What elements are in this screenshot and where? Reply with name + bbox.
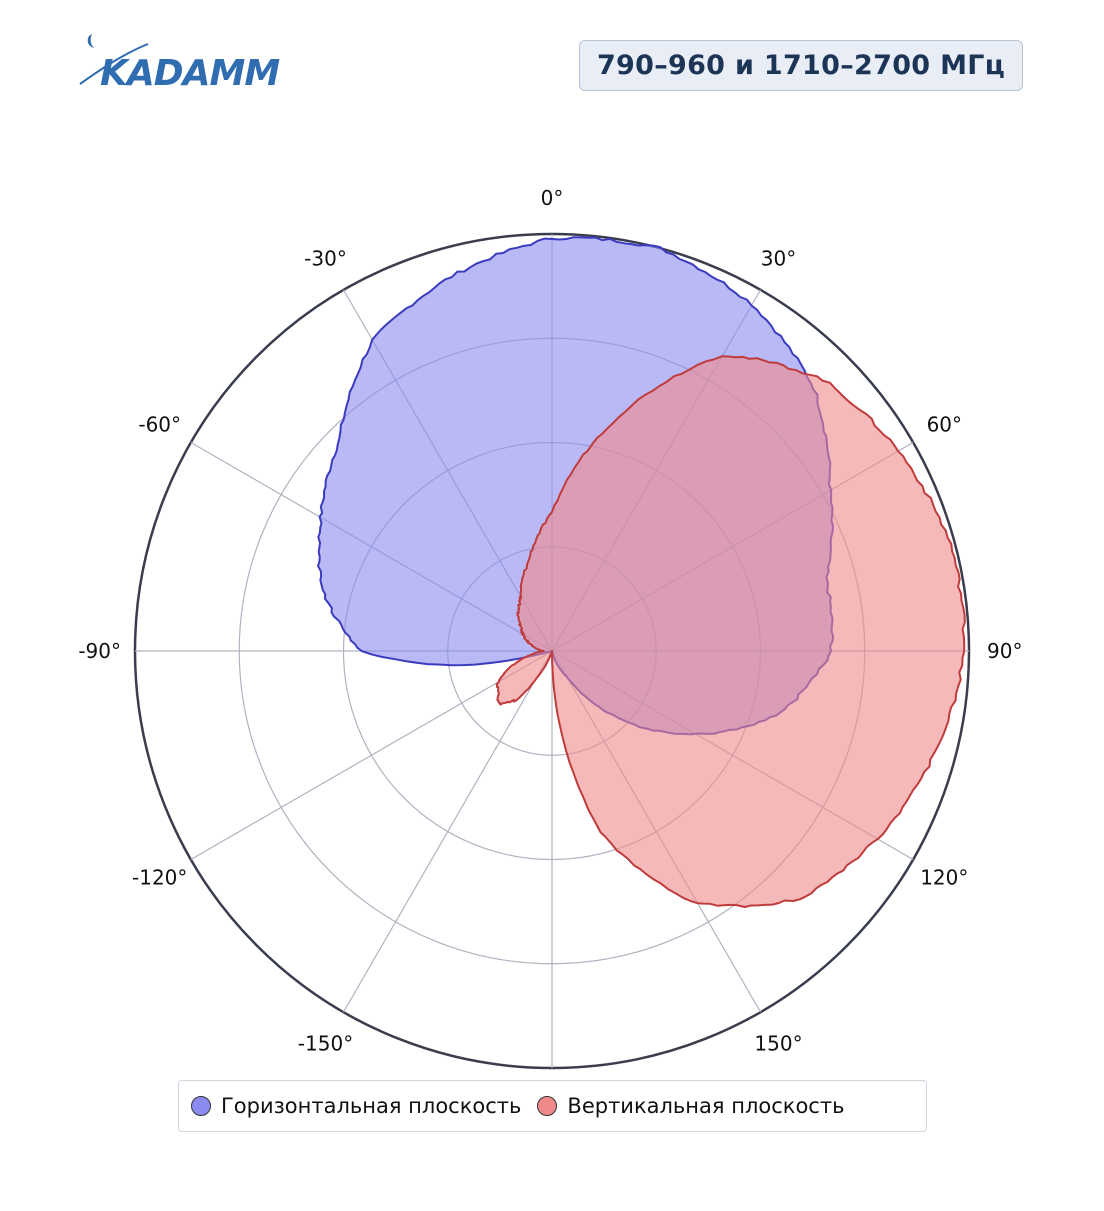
legend-vertical-label: Вертикальная плоскость (567, 1094, 845, 1118)
legend-horizontal-label: Горизонтальная плоскость (221, 1094, 522, 1118)
angular-tick-label-30: 30° (761, 247, 796, 271)
angular-spoke-210 (342, 650, 553, 1013)
kadamm-logo: KADAMM (79, 34, 281, 92)
angular-tick-label-m90: -90° (78, 639, 121, 663)
angular-tick-label-m60: -60° (138, 413, 181, 437)
angular-tick-label-150: 150° (754, 1031, 802, 1055)
angular-tick-label-90: 90° (987, 639, 1022, 663)
legend-item-horizontal[interactable]: Горизонтальная плоскость (191, 1094, 521, 1118)
legend-item-vertical[interactable]: Вертикальная плоскость (537, 1094, 844, 1118)
angular-tick-label-120: 120° (920, 866, 968, 890)
legend-horizontal-swatch (191, 1096, 211, 1116)
frequency-badge: 790–960 и 1710–2700 МГц (579, 40, 1023, 91)
chart-legend: Горизонтальная плоскость Вертикальная пл… (178, 1080, 927, 1132)
series-area-vertical (495, 355, 966, 908)
angular-spoke-240 (190, 650, 553, 861)
logo-swoosh (87, 34, 94, 48)
logo-text: KADAMM (100, 53, 280, 92)
legend-vertical-swatch (537, 1096, 558, 1116)
angular-tick-label-0: 0° (541, 186, 564, 210)
logo-arc (79, 43, 149, 85)
angular-tick-label-60: 60° (927, 413, 962, 437)
angular-tick-label-m150: -150° (298, 1031, 353, 1055)
angular-tick-label-m120: -120° (132, 866, 187, 890)
angular-tick-label-m30: -30° (304, 247, 347, 271)
